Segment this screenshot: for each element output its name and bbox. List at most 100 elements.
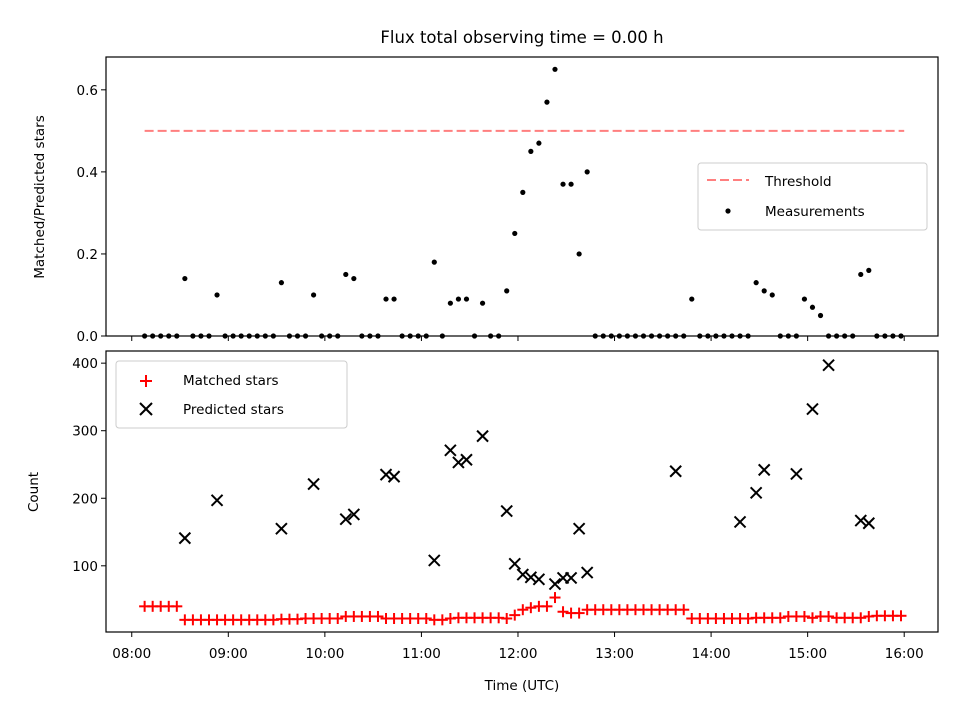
matched-star-point [372,610,384,622]
bottom-x-tick-label: 08:00 [112,646,151,662]
predicted-star-point [580,566,594,579]
predicted-star-point [516,568,530,581]
measurement-point [463,296,470,302]
measurement-point [278,280,285,286]
matched-star-point [549,592,561,604]
top-plot-frame [105,56,939,337]
measurement-point [560,181,566,187]
predicted-star-point [210,494,224,507]
bottom-x-tick-label: 12:00 [499,646,538,662]
legend-matched-label: Matched stars [183,373,279,389]
bottom-x-tick-label: 09:00 [209,646,248,662]
bottom-y-tick-label: 400 [72,356,98,372]
measurement-point [536,140,542,146]
matched-star-point [557,606,569,618]
bottom-x-ticks: 08:00 09:00 10:00 11:00 12:00 13:00 14:00 15:00… [112,632,924,662]
legend-measurements-label: Measurements [765,204,865,220]
measurement-point [528,148,534,154]
matched-star-point [332,612,344,624]
predicted-star-point [428,554,441,567]
measurement-point [214,292,220,298]
matched-star-point [517,604,529,616]
predicted-star-point [572,522,586,535]
predicted-star-point [548,577,562,591]
bottom-x-tick-label: 11:00 [402,646,441,662]
predicted-star-point [508,557,521,570]
matched-star-point [798,610,810,622]
measurement-point [343,271,349,278]
legend-predicted-label: Predicted stars [183,402,284,418]
measurement-point [455,296,462,302]
bottom-y-tick-label: 200 [72,491,98,507]
matched-star-point [895,610,907,622]
matched-star-point [774,612,786,624]
matched-star-point [806,612,818,624]
bottom-x-tick-label: 10:00 [305,646,344,662]
bottom-plot-frame [105,350,939,633]
measurement-point [544,99,550,105]
measurement-point [576,251,582,257]
measurement-point [504,288,510,294]
legend-predicted-swatch [139,402,153,416]
measurement-point [769,292,775,298]
predicted-star-point [749,486,763,500]
bottom-x-tick-label: 14:00 [692,646,731,662]
predicted-star-point [733,515,747,529]
measurement-point [479,300,486,306]
predicted-star-point [339,512,352,526]
bottom-x-tick-label: 16:00 [885,646,924,662]
predicted-star-point [444,444,457,457]
predicted-star-point [178,531,192,545]
top-y-ticks: 0.0 0.2 0.4 0.6 [77,83,106,345]
measurement-point [809,304,816,310]
legend-measurements-swatch [725,208,731,214]
matched-star-point [573,607,585,619]
predicted-star-point [532,573,546,586]
bottom-legend-box [115,360,348,429]
bottom-x-tick-label: 13:00 [595,646,634,662]
bottom-legend: Matched stars Predicted stars [115,360,348,429]
measurement-point [383,296,389,302]
top-y-axis-label: Matched/Predicted stars [32,115,48,278]
measurement-point [431,259,437,265]
matched-star-point [678,604,690,616]
predicted-star-point [387,470,401,483]
predicted-stars-points [178,358,876,591]
legend-matched-swatch [140,375,152,387]
predicted-star-point [476,429,489,443]
top-title: Flux total observing time = 0.00 h [380,28,663,47]
matched-star-point [501,612,513,624]
predicted-star-point [854,514,867,527]
legend-threshold-label: Threshold [764,174,832,190]
matched-star-point [436,614,448,626]
bottom-y-tick-label: 300 [72,424,98,440]
predicted-star-point [307,477,320,491]
bottom-y-tick-label: 100 [72,559,98,575]
measurement-point [552,66,558,72]
bottom-y-axis-label: Count [26,472,42,512]
predicted-star-point [460,453,473,466]
measurement-point [761,288,767,294]
measurement-point [351,275,357,282]
predicted-star-point [822,358,835,372]
measurement-point [520,189,526,195]
predicted-star-point [806,402,819,416]
top-y-tick-label: 0.0 [77,329,98,345]
predicted-star-point [862,517,876,530]
matched-star-point [171,600,183,612]
top-y-tick-label: 0.2 [77,247,98,263]
measurement-point [866,267,872,273]
bottom-y-ticks: 100 200 300 400 [72,356,106,575]
top-y-tick-label: 0.6 [77,83,98,99]
predicted-star-point [669,465,682,478]
measurement-point [858,271,864,278]
bottom-panel: Count Time (UTC) 100 200 300 400 08:00 09:00… [26,350,939,694]
matched-star-point [420,612,432,624]
measurement-point [584,169,590,175]
bottom-x-axis-label: Time (UTC) [484,678,560,694]
predicted-star-point [790,467,803,481]
measurement-point [310,292,317,298]
matched-star-point [823,610,835,622]
measurement-point [447,300,453,306]
measurement-point [391,296,397,302]
